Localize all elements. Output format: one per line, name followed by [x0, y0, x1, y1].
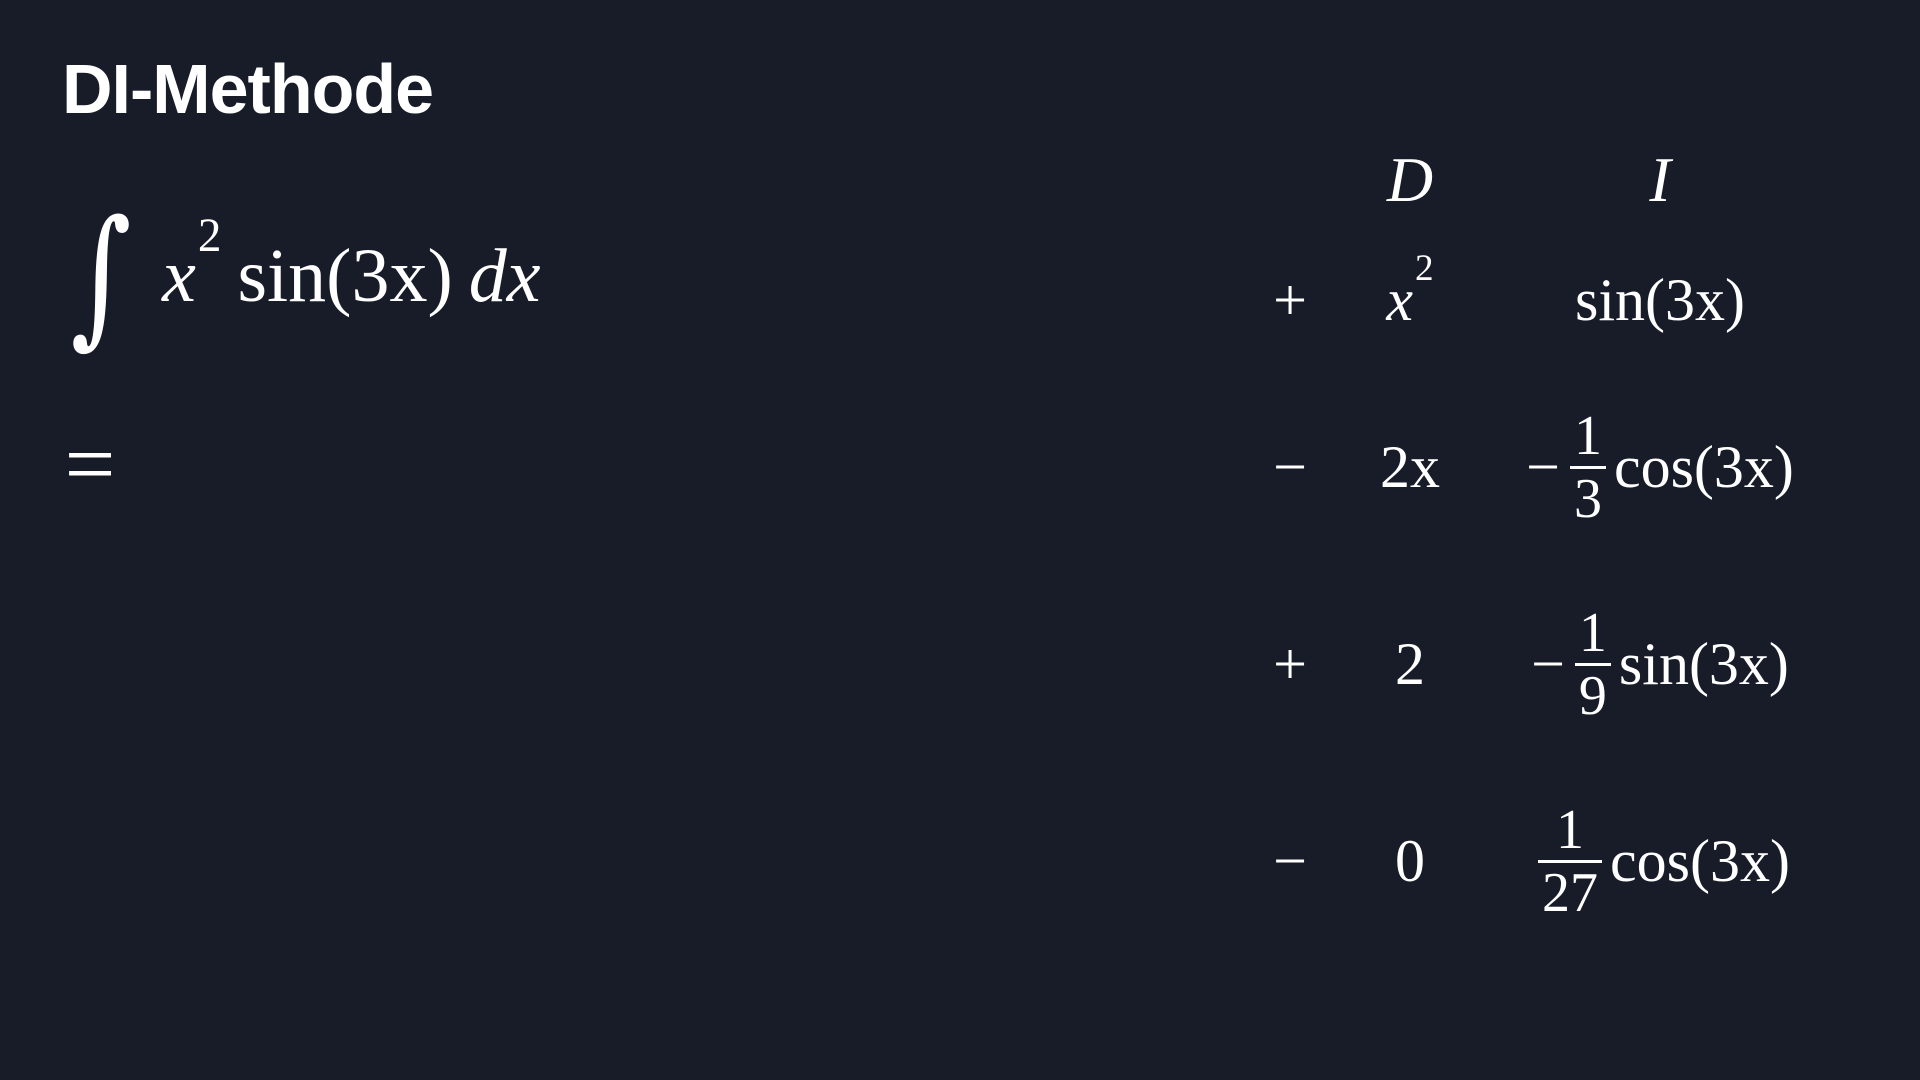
row-3-i: − 1 9 sin(3x) — [1490, 594, 1830, 734]
row-1-sign: + — [1273, 266, 1307, 333]
integral-base: x — [162, 233, 196, 318]
row-2-i-prefix: − — [1526, 433, 1560, 500]
row-4-d: 0 — [1395, 827, 1425, 894]
row-4-i-denominator: 27 — [1538, 859, 1603, 921]
row-3-d: 2 — [1395, 630, 1425, 697]
d-column-header: D — [1386, 144, 1434, 215]
row-1-i: sin(3x) — [1490, 230, 1830, 370]
row-4-i-numerator: 1 — [1556, 798, 1585, 861]
row-2-i-numerator: 1 — [1573, 404, 1602, 467]
row-2-i-fraction: 1 3 — [1569, 404, 1606, 527]
row-2-i: − 1 3 cos(3x) — [1490, 397, 1830, 537]
row-4-i-fraction: 1 27 — [1538, 798, 1603, 921]
integral-sign: ∫ — [70, 189, 132, 363]
row-2-i-function: cos(3x) — [1613, 433, 1794, 500]
integral-exponent: 2 — [197, 209, 222, 262]
row-3-sign: + — [1273, 630, 1307, 697]
integral-differential: dx — [468, 233, 541, 318]
row-3-i-fraction: 1 9 — [1574, 601, 1611, 724]
row-4-i-function: cos(3x) — [1610, 827, 1790, 894]
row-4-i: 1 27 cos(3x) — [1490, 791, 1830, 931]
row-4-sign: − — [1273, 827, 1307, 894]
row-3-i-function: sin(3x) — [1618, 630, 1789, 697]
equals-sign: = — [64, 415, 116, 514]
row-2-i-denominator: 3 — [1569, 465, 1606, 527]
i-column-header: I — [1649, 144, 1671, 215]
row-1-d-exponent: 2 — [1415, 247, 1434, 289]
row-1-i-function: sin(3x) — [1575, 266, 1745, 333]
row-3-i-numerator: 1 — [1578, 601, 1607, 664]
integral-function: sin(3x) — [237, 233, 453, 318]
row-2-d: 2x — [1380, 433, 1440, 500]
row-3-i-prefix: − — [1531, 630, 1565, 697]
row-3-i-denominator: 9 — [1574, 662, 1611, 724]
page-title: DI-Methode — [62, 50, 434, 128]
row-2-sign: − — [1273, 433, 1307, 500]
row-1-d-base: x — [1386, 266, 1414, 333]
